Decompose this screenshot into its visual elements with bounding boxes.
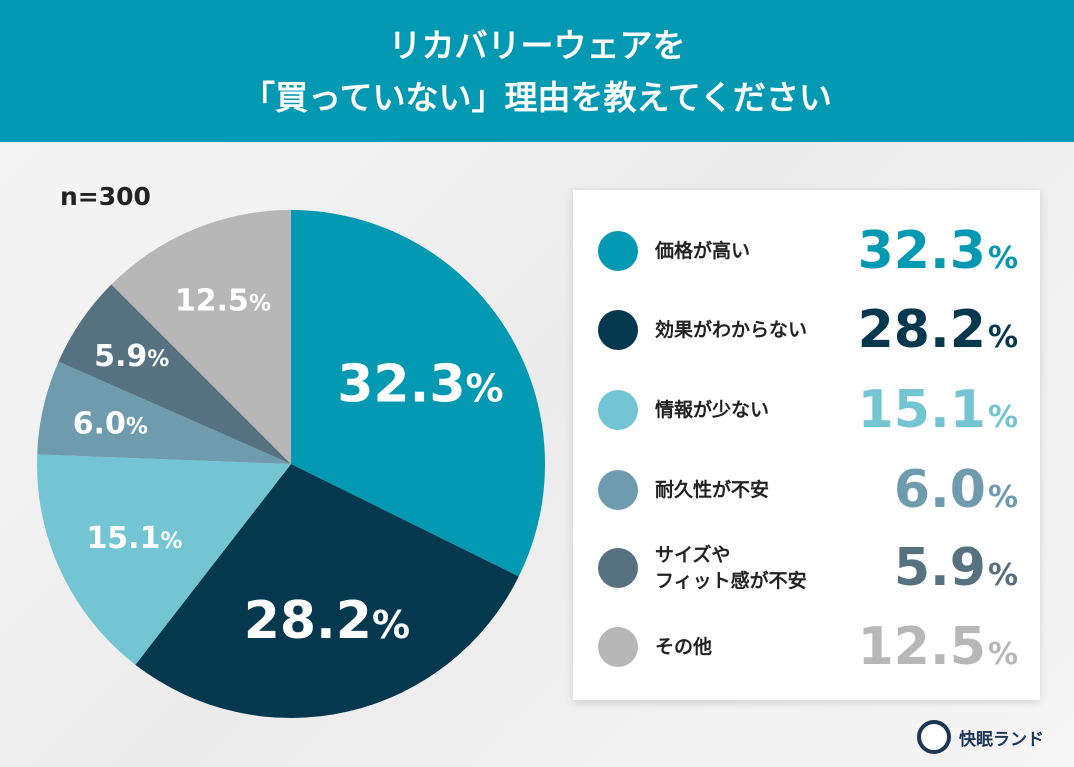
pie-slice <box>37 454 291 665</box>
legend-value: 32.3% <box>857 221 1018 281</box>
legend-item: 耐久性が不安 6.0% <box>573 460 1040 520</box>
legend: 価格が高い 32.3% 効果がわからない 28.2% 情報が少ない 15.1% 耐久性が不安… <box>573 190 1040 700</box>
brand-name: 快眠ランド <box>959 729 1044 750</box>
legend-swatch <box>598 470 638 510</box>
pie-slice <box>291 210 545 577</box>
legend-label: サイズや フィット感が不安 <box>655 544 807 592</box>
legend-label: 効果がわからない <box>655 319 808 341</box>
legend-value: 28.2% <box>857 300 1018 360</box>
legend-label: 情報が少ない <box>655 399 770 421</box>
title-line-2: 「買っていない」理由を教えてください <box>242 78 832 117</box>
legend-swatch <box>598 548 638 588</box>
legend-value: 15.1% <box>857 380 1018 440</box>
legend-swatch <box>598 231 638 271</box>
legend-label: 価格が高い <box>655 240 751 262</box>
legend-swatch <box>598 310 638 350</box>
legend-swatch <box>598 627 638 667</box>
legend-item: 効果がわからない 28.2% <box>573 300 1040 360</box>
legend-swatch <box>598 390 638 430</box>
title-line-1: リカバリーウェアを <box>388 26 686 65</box>
brand-logo-icon <box>917 720 951 754</box>
legend-item: 価格が高い 32.3% <box>573 221 1040 281</box>
slice-label: 28.2% <box>244 591 410 651</box>
pie-slice <box>37 361 291 464</box>
pie-slice <box>58 284 291 464</box>
legend-item: 情報が少ない 15.1% <box>573 380 1040 440</box>
legend-value: 12.5% <box>857 617 1018 677</box>
pie-slice <box>135 464 519 718</box>
legend-label: 耐久性が不安 <box>655 479 770 501</box>
sample-size: n=300 <box>60 182 151 211</box>
legend-value: 5.9% <box>893 538 1018 598</box>
brand-logo: 快眠ランド <box>917 720 1044 754</box>
legend-value: 6.0% <box>893 460 1018 520</box>
legend-item: サイズや フィット感が不安 5.9% <box>573 538 1040 598</box>
legend-label: その他 <box>655 636 713 658</box>
legend-item: その他 12.5% <box>573 617 1040 677</box>
title-banner: リカバリーウェアを 「買っていない」理由を教えてください <box>0 0 1074 142</box>
pie-slice <box>111 210 292 464</box>
